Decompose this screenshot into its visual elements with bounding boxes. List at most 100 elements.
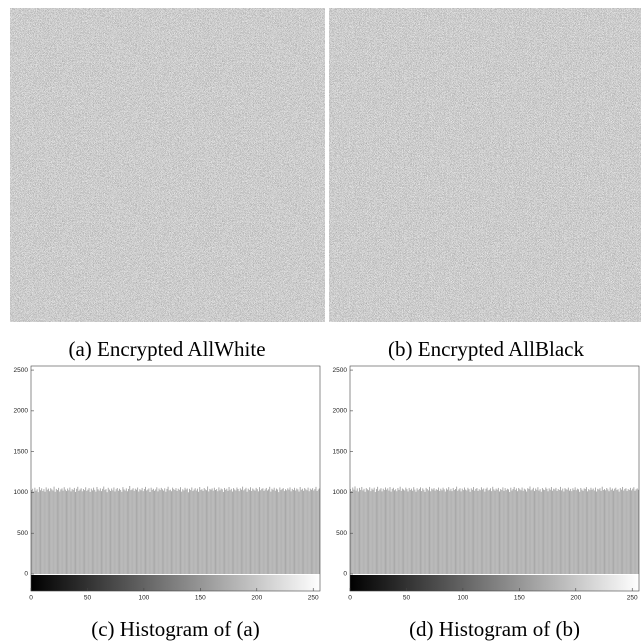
bar — [520, 490, 521, 574]
bar — [245, 488, 246, 574]
bar — [586, 487, 587, 574]
bar — [210, 490, 211, 574]
image-caption: (b) Encrypted AllBlack — [388, 337, 584, 361]
bar — [154, 491, 155, 574]
bar — [226, 489, 227, 574]
bar — [472, 490, 473, 574]
bar — [463, 490, 464, 574]
bar — [131, 489, 132, 574]
bar — [405, 488, 406, 574]
bar — [305, 489, 306, 574]
bar — [159, 489, 160, 574]
bar — [493, 489, 494, 574]
bar — [465, 490, 466, 574]
bar — [233, 488, 234, 574]
bar — [623, 491, 624, 574]
bar — [441, 490, 442, 574]
bar — [293, 490, 294, 574]
bar — [436, 489, 437, 574]
bar — [537, 487, 538, 574]
bar — [214, 488, 215, 574]
bar — [513, 489, 514, 574]
bar — [306, 490, 307, 574]
bar — [425, 492, 426, 574]
y-tick-label: 2000 — [333, 408, 348, 415]
bar — [548, 491, 549, 574]
bar — [300, 487, 301, 574]
bar — [67, 489, 68, 574]
bar — [421, 491, 422, 574]
bar — [36, 491, 37, 574]
bar — [247, 492, 248, 574]
bar — [470, 492, 471, 574]
bar — [609, 491, 610, 574]
bar — [378, 491, 379, 574]
bar — [47, 490, 48, 574]
bar — [453, 488, 454, 574]
bar — [71, 491, 72, 574]
bar — [185, 488, 186, 574]
bar — [583, 491, 584, 574]
bar — [313, 490, 314, 574]
bar — [589, 490, 590, 574]
y-tick-label: 0 — [343, 571, 347, 578]
bar — [496, 489, 497, 574]
bar — [57, 490, 58, 574]
bar — [171, 491, 172, 574]
bar — [216, 489, 217, 574]
bar — [45, 492, 46, 574]
bar — [301, 490, 302, 574]
bar — [610, 487, 611, 574]
bar — [572, 488, 573, 574]
bar — [518, 488, 519, 574]
bar — [119, 489, 120, 574]
bar — [448, 487, 449, 574]
bar — [546, 489, 547, 574]
bar — [277, 489, 278, 574]
bar — [481, 487, 482, 574]
bar — [181, 492, 182, 574]
bar — [500, 489, 501, 574]
bar — [599, 488, 600, 574]
bar — [634, 491, 635, 574]
x-tick-label: 150 — [514, 595, 525, 602]
bar — [229, 487, 230, 574]
bar — [357, 488, 358, 574]
bar — [549, 488, 550, 574]
bar — [261, 489, 262, 574]
bar — [490, 488, 491, 574]
bar — [64, 487, 65, 574]
bar — [39, 487, 40, 574]
bar — [162, 489, 163, 574]
bar — [397, 488, 398, 574]
x-tick-label: 50 — [84, 595, 92, 602]
bar — [250, 487, 251, 574]
bar — [275, 491, 276, 574]
y-tick-label: 1000 — [14, 489, 29, 496]
bar — [417, 488, 418, 574]
bar — [454, 490, 455, 574]
bar — [318, 489, 319, 574]
bar — [611, 490, 612, 574]
bar — [213, 491, 214, 574]
bar — [387, 488, 388, 574]
bar — [356, 491, 357, 574]
bar — [51, 489, 52, 574]
bar — [84, 490, 85, 574]
bar — [392, 489, 393, 574]
bar — [444, 489, 445, 574]
bar — [183, 490, 184, 574]
bar — [445, 492, 446, 574]
bar — [373, 490, 374, 574]
bar — [435, 491, 436, 574]
bar — [190, 490, 191, 574]
bar — [133, 488, 134, 574]
bar — [458, 489, 459, 574]
bar — [207, 486, 208, 574]
bar — [498, 488, 499, 574]
bar — [46, 487, 47, 574]
bar — [249, 490, 250, 574]
bar — [620, 488, 621, 574]
bar — [199, 487, 200, 574]
bar — [395, 489, 396, 574]
